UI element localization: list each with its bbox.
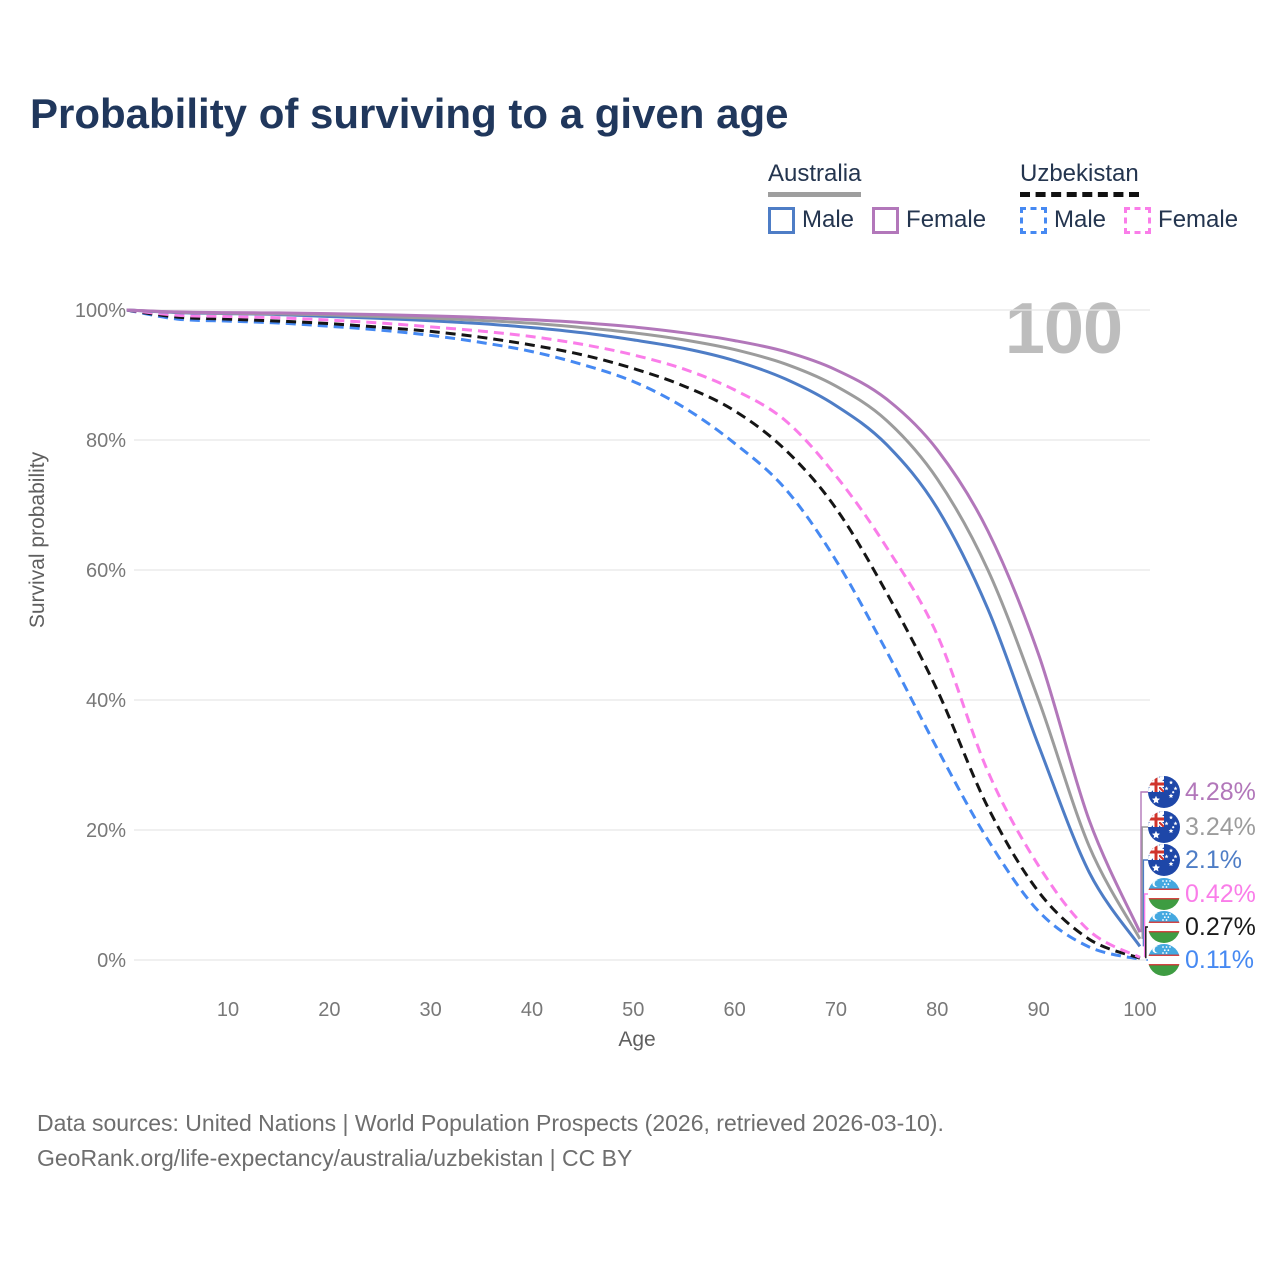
x-tick-label: 90	[1027, 999, 1049, 1021]
x-tick-label: 100	[1123, 999, 1156, 1021]
source-attribution: Data sources: United Nations | World Pop…	[37, 1106, 944, 1176]
legend-group-australia: Australia Male Female	[768, 160, 1004, 234]
uzbekistan-flag-icon	[1148, 944, 1180, 976]
legend-label-uzbekistan-female: Female	[1158, 206, 1239, 233]
legend-swatch-uzbekistan-male	[1020, 206, 1047, 234]
y-tick-label: 40%	[86, 690, 126, 712]
legend: Australia Male Female Uzbekistan Male	[0, 160, 1280, 245]
curve-uzbekistan-female[interactable]	[126, 308, 1141, 959]
end-label-value: 0.11%	[1185, 946, 1254, 974]
x-tick-label: 40	[521, 999, 543, 1021]
australia-flag-icon	[1148, 844, 1180, 876]
legend-label-australia-female: Female	[906, 206, 987, 233]
australia-flag-icon	[1148, 776, 1180, 808]
y-tick-label: 20%	[86, 820, 126, 842]
legend-item-uzbekistan-male[interactable]: Male	[1020, 206, 1106, 234]
x-tick-label: 60	[723, 999, 745, 1021]
legend-swatch-uzbekistan-female	[1124, 206, 1152, 234]
end-label-value: 4.28%	[1185, 778, 1256, 806]
legend-group-uzbekistan: Uzbekistan Male Female	[1020, 160, 1256, 234]
page-title: Probability of surviving to a given age	[30, 90, 789, 137]
y-tick-label: 100%	[75, 300, 126, 322]
end-label-connector	[1141, 826, 1148, 939]
x-tick-label: 70	[825, 999, 847, 1021]
curve-uzbekistan-male[interactable]	[126, 308, 1141, 961]
y-tick-label: 60%	[86, 560, 126, 582]
end-label-connector	[1145, 926, 1148, 959]
legend-label-uzbekistan-male: Male	[1054, 206, 1107, 233]
y-tick-label: 80%	[86, 430, 126, 452]
legend-swatch-australia-female	[872, 206, 900, 234]
legend-item-australia-female[interactable]: Female	[872, 206, 986, 234]
australia-flag-icon	[1148, 811, 1180, 843]
end-label-value: 3.24%	[1185, 813, 1256, 841]
end-label-connector	[1142, 859, 1148, 947]
source-line-1: Data sources: United Nations | World Pop…	[37, 1110, 944, 1136]
x-tick-label: 20	[318, 999, 340, 1021]
end-label-connector	[1146, 959, 1148, 961]
end-label-connector	[1140, 791, 1148, 933]
x-tick-label: 80	[926, 999, 948, 1021]
curve-australia-both[interactable]	[126, 308, 1142, 940]
legend-items-uzbekistan: Male Female	[1020, 206, 1256, 234]
uzbekistan-flag-icon	[1148, 911, 1180, 943]
legend-items-australia: Male Female	[768, 206, 1004, 234]
legend-item-uzbekistan-female[interactable]: Female	[1124, 206, 1238, 234]
source-line-2: GeoRank.org/life-expectancy/australia/uz…	[37, 1145, 633, 1171]
legend-label-australia-male: Male	[802, 206, 855, 233]
end-label-connector	[1143, 893, 1148, 958]
end-label-value: 0.27%	[1185, 913, 1256, 941]
x-axis-title: Age	[618, 1028, 655, 1051]
curve-uzbekistan-both[interactable]	[126, 308, 1141, 960]
legend-header-australia[interactable]: Australia	[768, 160, 862, 197]
curve-australia-male[interactable]	[126, 308, 1142, 948]
legend-item-australia-male[interactable]: Male	[768, 206, 854, 234]
hover-age-watermark: 100	[1004, 289, 1123, 369]
x-tick-label: 30	[420, 999, 442, 1021]
end-label-value: 2.1%	[1185, 846, 1242, 874]
x-tick-label: 10	[217, 999, 239, 1021]
y-axis-title: Survival probability	[26, 451, 49, 628]
x-tick-label: 50	[622, 999, 644, 1021]
legend-header-uzbekistan[interactable]: Uzbekistan	[1020, 160, 1139, 197]
y-tick-label: 0%	[97, 950, 126, 972]
curve-australia-female[interactable]	[126, 308, 1142, 933]
uzbekistan-flag-icon	[1148, 878, 1180, 910]
end-label-value: 0.42%	[1185, 880, 1256, 908]
legend-swatch-australia-male	[768, 206, 795, 234]
